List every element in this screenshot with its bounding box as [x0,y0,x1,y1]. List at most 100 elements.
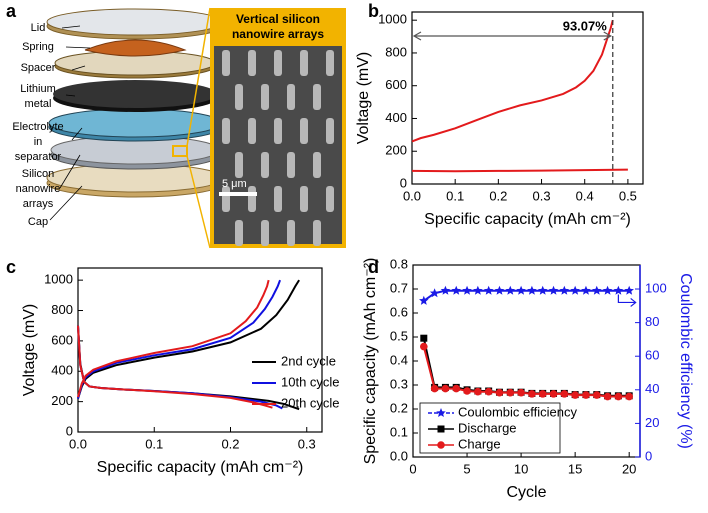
marker [602,285,613,295]
x-axis-label: Cycle [506,484,546,501]
pillar [287,84,295,110]
marker [505,285,516,295]
pillar [326,118,334,144]
annotation: 93.07% [563,18,608,33]
legend-label: 10th cycle [281,374,340,389]
legend-label: Discharge [458,420,517,435]
layer-label: separator [15,151,62,163]
marker [495,388,504,397]
marker [527,285,537,295]
legend-label: 20th cycle [281,395,340,410]
legend-label: Coulombic efficiency [458,404,577,419]
marker [494,285,505,295]
x-tick-label: 0.0 [69,436,87,451]
y-tick-label: 200 [51,393,73,408]
layer-label: arrays [23,198,54,210]
y-tick-label: 0.8 [390,256,408,271]
pillar [261,84,269,110]
marker [582,391,590,399]
y-tick-label: 0.0 [390,448,408,463]
y2-tick-label: 100 [645,280,667,295]
y-tick-label: 0.3 [390,376,408,391]
pillar [248,50,256,76]
legend-label: Charge [458,436,501,451]
pillar [287,220,295,246]
pillar [287,152,295,178]
y-tick-label: 0.2 [390,400,408,415]
marker [451,285,461,295]
y2-tick-label: 20 [645,415,659,430]
marker [483,285,494,295]
pillar [274,186,282,212]
marker [463,387,471,395]
marker [624,285,634,295]
marker [537,285,548,295]
y-tick-label: 0.1 [390,424,408,439]
marker [516,285,526,295]
x-axis-label: Specific capacity (mAh cm⁻²) [424,211,631,228]
panel-letter: c [6,257,16,277]
y-tick-label: 0.7 [390,280,408,295]
scale-bar-label: 5 μm [222,178,247,190]
pillar [326,186,334,212]
data-line [77,279,270,398]
marker [549,390,558,398]
x-tick-label: 5 [463,461,470,476]
marker [581,285,591,295]
x-tick-label: 0.2 [221,436,239,451]
x-tick-label: 0.1 [446,188,464,203]
legend-label: 2nd cycle [281,353,336,368]
x-tick-label: 0.4 [576,188,594,203]
sem-pillars [222,50,334,246]
marker [441,384,450,393]
axis-arrow [617,294,637,307]
marker [419,295,429,305]
marker [517,388,525,397]
layer-label: metal [25,98,52,110]
leader-lines [49,25,91,221]
marker [420,334,428,342]
y-tick-label: 0.6 [390,304,408,319]
layer-label: Electrolyte [12,121,63,133]
pillar [300,50,308,76]
marker [420,342,428,351]
x-tick-label: 0.0 [403,188,421,203]
data-line [411,168,628,173]
x-tick-label: 10 [514,461,528,476]
marker [437,425,445,433]
y-tick-label: 0.4 [390,352,408,367]
zoom-box [172,145,188,157]
marker [484,387,493,396]
data-line [77,279,300,399]
pillar [248,118,256,144]
marker [430,384,439,393]
layer-label: in [34,136,43,148]
lid-disc [46,8,224,36]
x-tick-label: 0.3 [532,188,550,203]
y2-tick-label: 60 [645,348,659,363]
marker [559,285,570,295]
marker [436,408,446,418]
pillar [300,118,308,144]
panel-letter: d [368,257,379,277]
marker [625,392,633,401]
pillar [222,50,230,76]
y-tick-label: 0 [400,175,407,190]
y2-tick-label: 40 [645,381,659,396]
layer-label: Silicon [22,168,54,180]
panel-letter: b [368,1,379,21]
battery-illustration: Lid Spring Spacer Lithium metal Electrolyte in… [12,7,346,249]
marker [528,390,536,398]
layer-label: Lid [31,22,46,34]
x-tick-label: 0 [409,461,416,476]
marker [474,387,482,396]
y-tick-label: 1000 [44,272,73,287]
marker [506,388,515,397]
pillar [235,84,243,110]
layer-label: Spring [22,41,54,53]
y-tick-label: 400 [51,363,73,378]
x-tick-label: 0.1 [145,436,163,451]
pillar [300,186,308,212]
pillar [261,220,269,246]
layer-label: nanowire [16,183,61,195]
